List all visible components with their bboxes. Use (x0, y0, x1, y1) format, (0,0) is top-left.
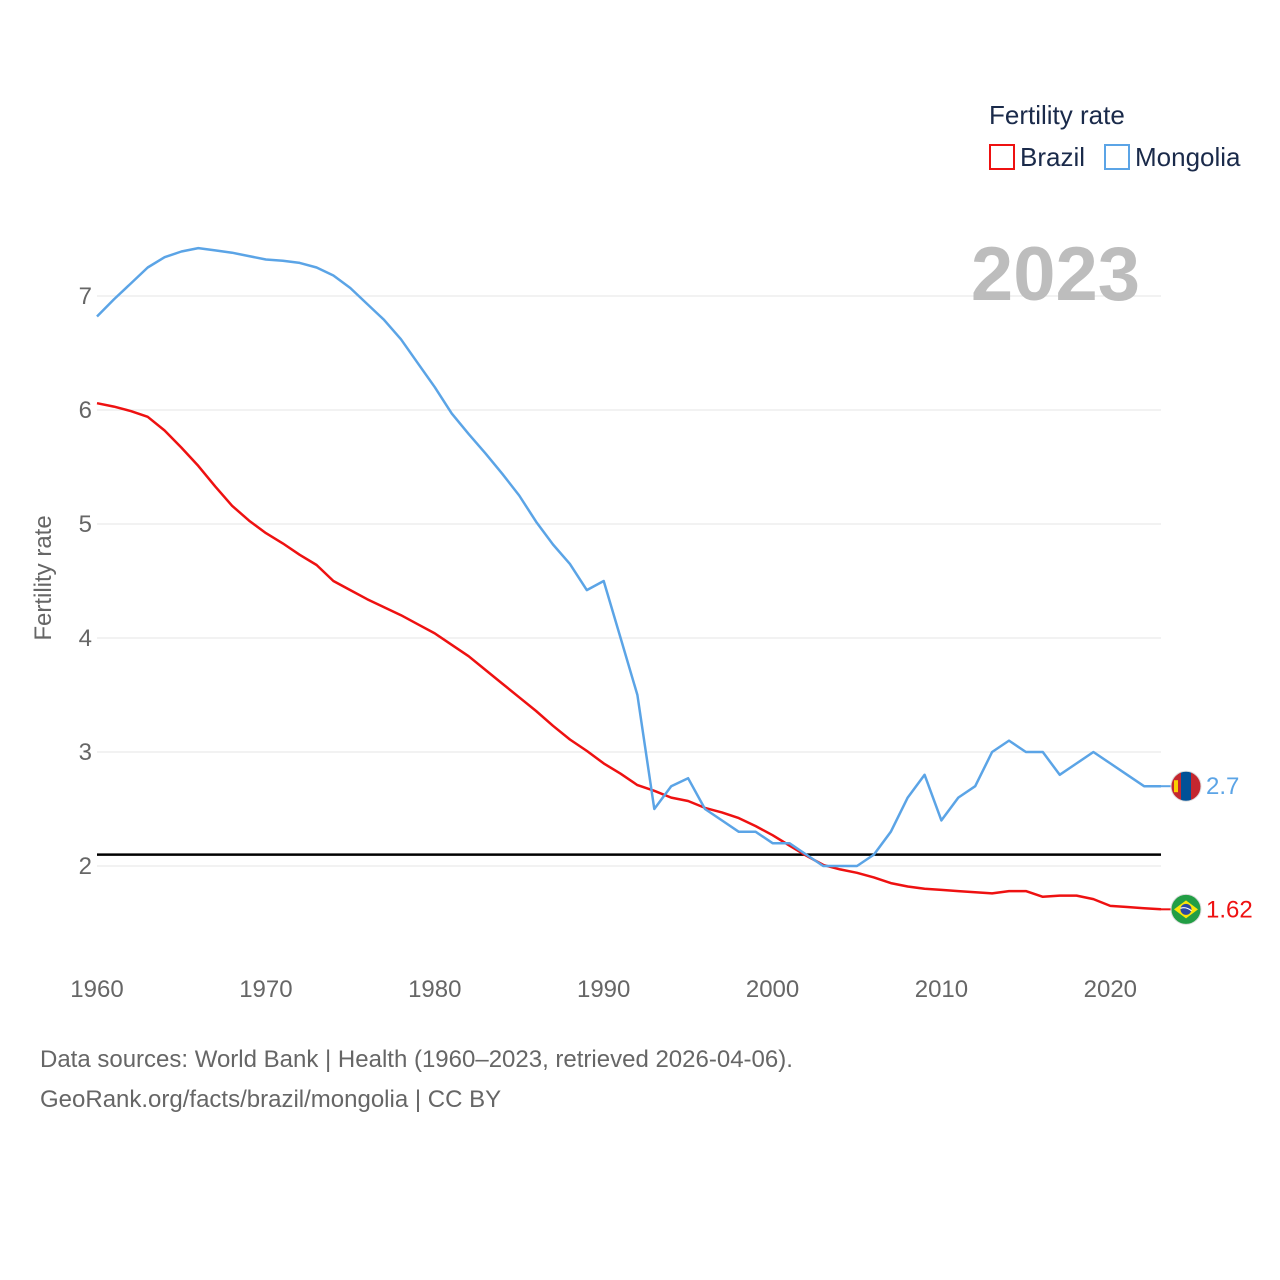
legend-item-mongolia[interactable]: Mongolia (1104, 142, 1241, 172)
x-tick-label-1960: 1960 (70, 976, 123, 1003)
flag-stripe-center (1181, 771, 1191, 802)
flag-band (1180, 907, 1192, 912)
y-axis-ticks: 2 3 4 5 6 7 (79, 283, 92, 880)
mongolia-flag-icon (1170, 770, 1202, 802)
y-tick-label-6: 6 (79, 397, 92, 424)
y-tick-label-2: 2 (79, 853, 92, 880)
x-tick-label-2000: 2000 (746, 976, 799, 1003)
series-lines (96, 246, 1162, 911)
series-line-brazil (96, 401, 1162, 911)
flag-soyombo (1174, 780, 1178, 793)
legend-label-mongolia: Mongolia (1135, 142, 1241, 172)
flag-outline-brazil (1170, 893, 1202, 925)
y-tick-label-4: 4 (79, 625, 92, 652)
year-label: 2023 (971, 232, 1140, 317)
brazil-flag-icon (1170, 893, 1202, 925)
series-line-mongolia (96, 246, 1161, 868)
flag-body-mongolia (1171, 771, 1201, 802)
y-tick-label-3: 3 (79, 739, 92, 766)
x-tick-label-1980: 1980 (408, 976, 461, 1003)
end-label-mongolia: 2.7 (1206, 773, 1239, 800)
end-markers: 1.62 2.7 (1161, 770, 1253, 925)
x-tick-label-1970: 1970 (239, 976, 292, 1003)
y-tick-label-5: 5 (79, 511, 92, 538)
legend-item-brazil[interactable]: Brazil (989, 142, 1085, 172)
legend-swatch-mongolia (1104, 144, 1130, 170)
x-axis-ticks: 1960 1970 1980 1990 2000 2010 2020 (70, 976, 1137, 1003)
source-line-2: GeoRank.org/facts/brazil/mongolia | CC B… (40, 1086, 502, 1113)
flag-body-brazil (1171, 894, 1201, 925)
flag-globe (1180, 903, 1192, 915)
source-line-1: Data sources: World Bank | Health (1960–… (40, 1046, 793, 1073)
gridlines (97, 295, 1161, 867)
x-tick-label-1990: 1990 (577, 976, 630, 1003)
legend-title: Fertility rate (989, 100, 1125, 130)
flag-outline-mongolia (1170, 770, 1202, 802)
x-tick-label-2010: 2010 (915, 976, 968, 1003)
y-tick-label-7: 7 (79, 283, 92, 310)
legend-swatch-brazil (989, 144, 1015, 170)
end-label-brazil: 1.62 (1206, 896, 1253, 923)
y-axis-title: Fertility rate (30, 515, 57, 640)
legend: Fertility rate Brazil Mongolia (989, 100, 1241, 172)
flag-stripe-right (1191, 771, 1201, 802)
legend-label-brazil: Brazil (1020, 142, 1085, 172)
x-tick-label-2020: 2020 (1084, 976, 1137, 1003)
